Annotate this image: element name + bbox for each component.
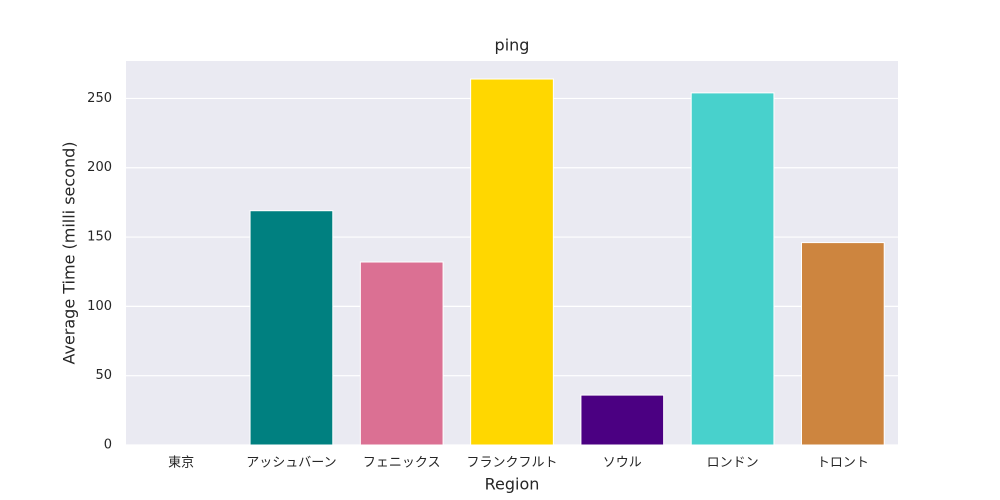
x-tick-label: ロンドン <box>707 456 759 471</box>
bar <box>690 92 775 446</box>
x-tick-label: アッシュバーン <box>246 456 336 471</box>
x-tick-label: フランクフルト <box>466 456 557 471</box>
bar <box>801 242 885 446</box>
y-tick-label: 100 <box>87 299 112 314</box>
x-tick-label: 東京 <box>168 455 194 471</box>
y-tick-label: 50 <box>95 368 112 383</box>
y-tick-label: 200 <box>87 160 112 175</box>
y-axis-label: Average Time (milli second) <box>60 141 79 364</box>
x-tick-label: トロント <box>817 456 869 471</box>
bar <box>359 261 444 446</box>
bar <box>249 210 334 446</box>
x-axis-label: Region <box>485 475 540 494</box>
y-tick-label: 150 <box>87 230 112 245</box>
x-tick-label: フェニックス <box>363 456 441 471</box>
bar <box>580 394 665 446</box>
chart-title: ping <box>495 36 530 55</box>
bar <box>470 78 554 446</box>
y-tick-label: 250 <box>87 91 112 106</box>
y-tick-label: 0 <box>104 438 112 453</box>
x-tick-label: ソウル <box>603 456 642 471</box>
